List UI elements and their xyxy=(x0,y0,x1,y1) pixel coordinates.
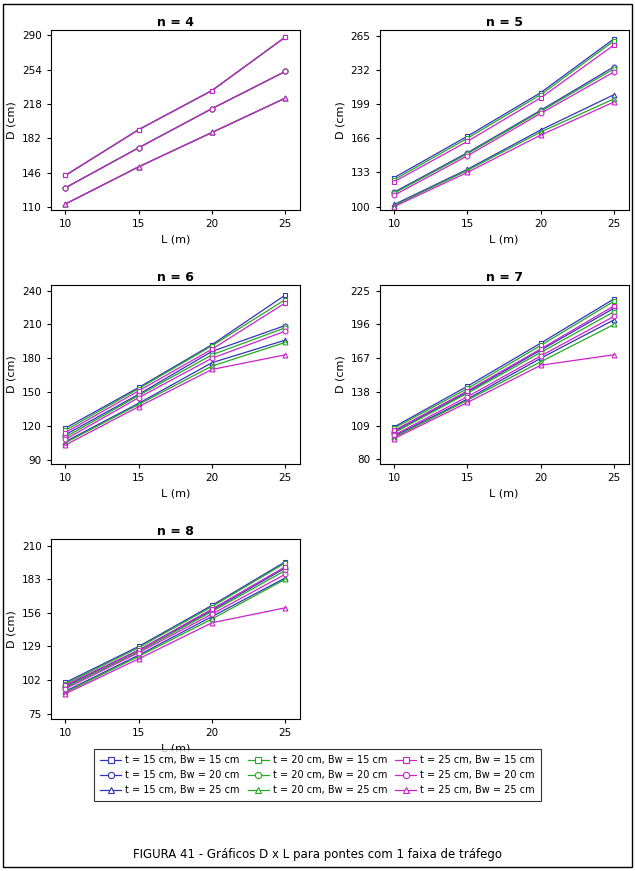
Legend: t = 15 cm, Bw = 15 cm, t = 15 cm, Bw = 20 cm, t = 15 cm, Bw = 25 cm, t = 20 cm, : t = 15 cm, Bw = 15 cm, t = 15 cm, Bw = 2… xyxy=(94,749,541,800)
Title: n = 6: n = 6 xyxy=(157,271,194,284)
Title: n = 7: n = 7 xyxy=(486,271,523,284)
X-axis label: L (m): L (m) xyxy=(161,743,190,753)
Y-axis label: D (cm): D (cm) xyxy=(6,610,17,648)
X-axis label: L (m): L (m) xyxy=(161,489,190,499)
Title: n = 5: n = 5 xyxy=(486,17,523,30)
X-axis label: L (m): L (m) xyxy=(161,234,190,244)
Title: n = 4: n = 4 xyxy=(157,17,194,30)
Y-axis label: D (cm): D (cm) xyxy=(335,355,345,394)
Title: n = 8: n = 8 xyxy=(157,525,194,538)
X-axis label: L (m): L (m) xyxy=(490,234,519,244)
Y-axis label: D (cm): D (cm) xyxy=(6,101,17,139)
X-axis label: L (m): L (m) xyxy=(490,489,519,499)
Y-axis label: D (cm): D (cm) xyxy=(6,355,17,394)
Y-axis label: D (cm): D (cm) xyxy=(335,101,345,139)
Text: FIGURA 41 - Gráficos D x L para pontes com 1 faixa de tráfego: FIGURA 41 - Gráficos D x L para pontes c… xyxy=(133,847,502,861)
